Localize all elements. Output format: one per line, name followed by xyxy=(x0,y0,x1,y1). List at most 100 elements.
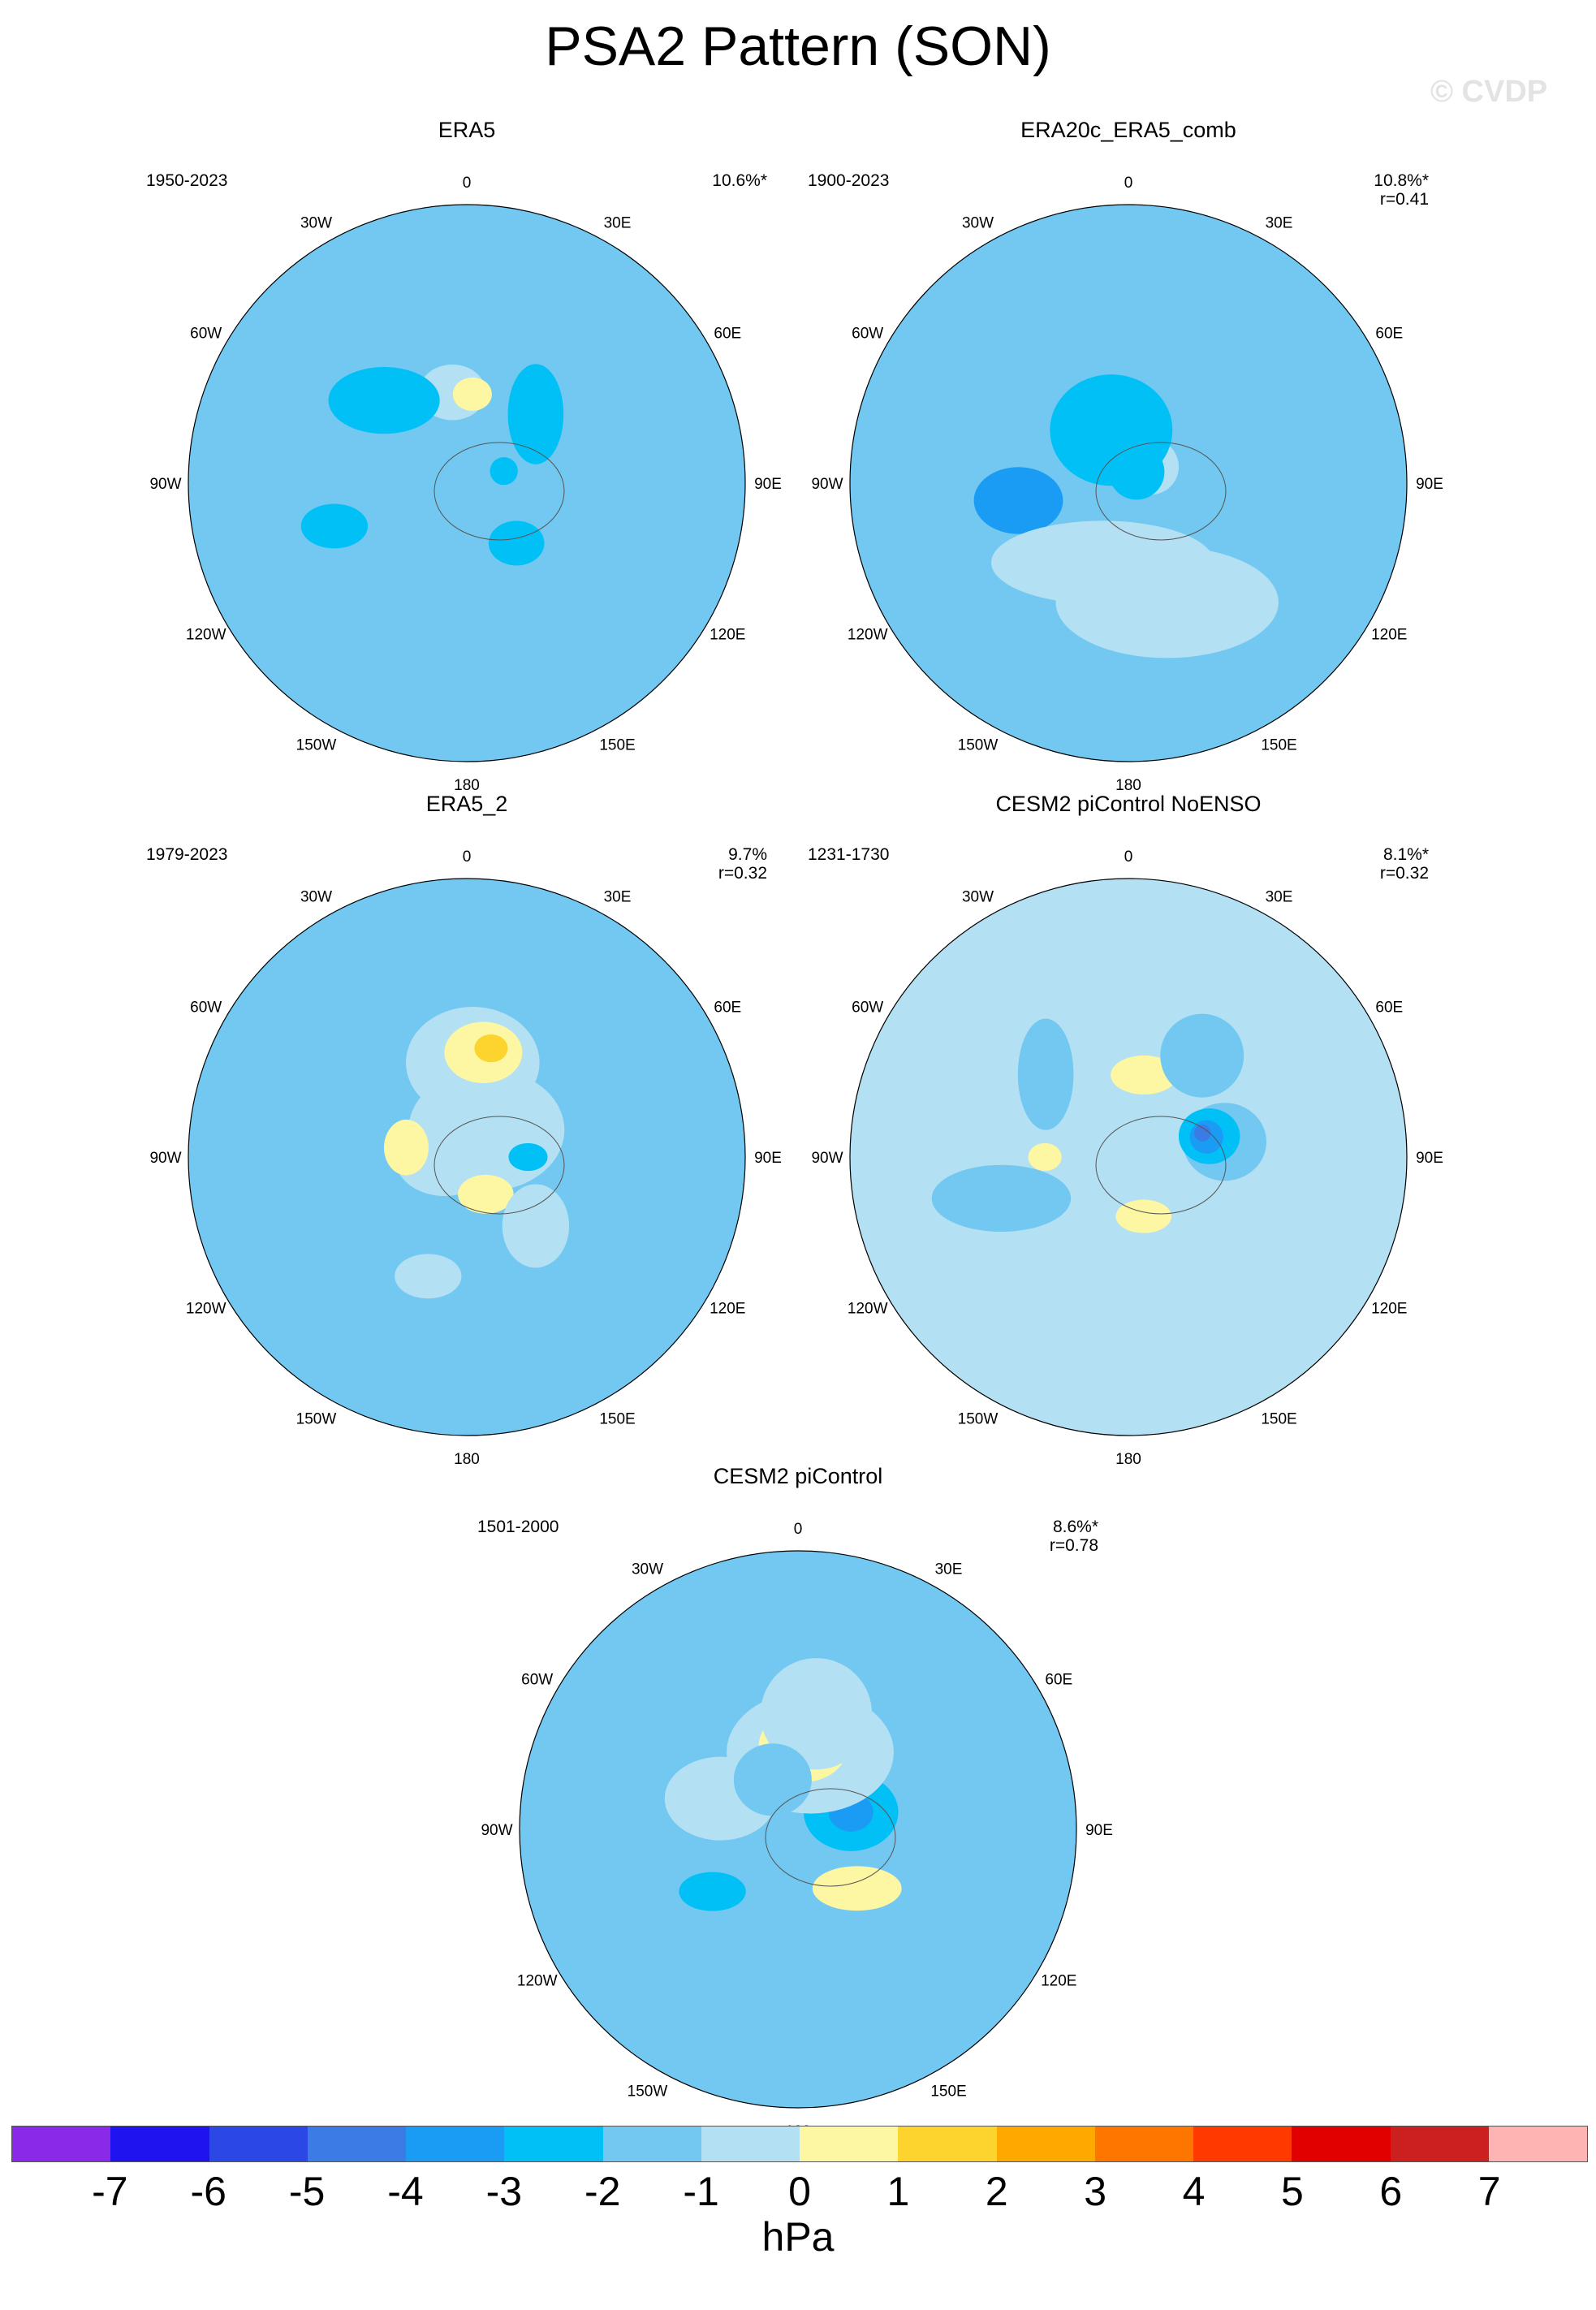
colorbar-tick-label: -5 xyxy=(288,2169,326,2214)
colorbar-ticks: -7 -6 -5 -4 -3 -2 -1 0 1 2 3 4 5 6 7 xyxy=(0,2168,1596,2217)
longitude-label: 60W xyxy=(190,1000,222,1017)
longitude-label: 120W xyxy=(848,1301,888,1318)
colorbar-segment xyxy=(996,2126,1095,2161)
colorbar-segment xyxy=(110,2126,209,2161)
field-background xyxy=(520,1551,1076,2108)
anomaly-contour xyxy=(760,1658,873,1770)
longitude-label: 180 xyxy=(1115,1451,1141,1468)
longitude-label: 90E xyxy=(754,476,782,493)
panel-title: ERA5 xyxy=(438,118,496,142)
anomaly-field xyxy=(188,205,745,762)
longitude-label: 150E xyxy=(599,736,635,753)
map-panel-cesm2-picontrol-noenso: CESM2 piControl NoENSO 1231-1730 8.1%* r… xyxy=(796,792,1461,1468)
panel-title: CESM2 piControl xyxy=(713,1464,883,1488)
colorbar-segment xyxy=(1193,2126,1292,2161)
field-background xyxy=(850,879,1407,1436)
longitude-label: 90E xyxy=(1416,476,1443,493)
colorbar-segment xyxy=(1292,2126,1391,2161)
panel-period: 1900-2023 xyxy=(808,171,890,190)
anomaly-contour xyxy=(1194,1125,1211,1142)
colorbar xyxy=(11,2126,1588,2162)
longitude-label: 30W xyxy=(632,1561,663,1578)
longitude-label: 150W xyxy=(958,736,999,753)
colorbar-segment xyxy=(406,2126,505,2161)
anomaly-contour xyxy=(508,1142,548,1172)
polar-map: 0 30E 60E 90E 120E 150E 180 150W 120W 90W 60W 30W xyxy=(149,848,782,1468)
longitude-label: 150W xyxy=(296,1410,337,1427)
colorbar-tick-label: -2 xyxy=(584,2169,621,2214)
anomaly-contour xyxy=(1115,1199,1172,1233)
longitude-label: 30E xyxy=(604,889,632,906)
longitude-label: 60E xyxy=(1375,1000,1403,1017)
longitude-label: 60W xyxy=(852,326,883,343)
map-boundary xyxy=(849,204,1408,762)
antarctica-coastline xyxy=(1095,1116,1227,1215)
colorbar-tick-label: 1 xyxy=(886,2169,910,2214)
longitude-label: 150E xyxy=(1261,736,1296,753)
panel-stat: 8.1%* r=0.32 xyxy=(1379,845,1429,883)
field-background xyxy=(188,205,745,762)
anomaly-contour xyxy=(812,1866,902,1911)
panel-stat: 10.6%* xyxy=(712,171,767,190)
map-panel-era20c-era5-comb: ERA20c_ERA5_comb 1900-2023 10.8%* r=0.41… xyxy=(796,118,1461,794)
anomaly-field xyxy=(850,205,1407,762)
panel-period: 1979-2023 xyxy=(146,845,228,864)
colorbar-segment xyxy=(307,2126,406,2161)
map-panel-era5: ERA5 1950-2023 10.6%* 0 30E 60E 90E 120E 150E… xyxy=(134,118,800,794)
anomaly-contour xyxy=(374,494,464,551)
colorbar-segment xyxy=(602,2126,701,2161)
colorbar-tick-label: -1 xyxy=(683,2169,719,2214)
longitude-label: 180 xyxy=(454,1451,480,1468)
anomaly-contour xyxy=(452,377,492,412)
anomaly-contour xyxy=(507,364,564,464)
page-title: PSA2 Pattern (SON) xyxy=(545,15,1051,77)
longitude-label: 30E xyxy=(1266,215,1293,232)
longitude-label: 90W xyxy=(149,476,181,493)
colorbar-segment xyxy=(898,2126,997,2161)
longitude-label: 90W xyxy=(811,1150,843,1167)
colorbar-tick-label: -7 xyxy=(92,2169,128,2214)
colorbar-tick-label: -4 xyxy=(387,2169,424,2214)
anomaly-contour xyxy=(1017,1018,1074,1130)
longitude-label: 30W xyxy=(962,889,994,906)
longitude-label: 90W xyxy=(811,476,843,493)
longitude-label: 120W xyxy=(848,627,888,644)
antarctica-coastline xyxy=(434,442,565,541)
longitude-label: 150E xyxy=(1261,1410,1296,1427)
longitude-label: 90E xyxy=(1085,1822,1113,1839)
colorbar-tick-label: 4 xyxy=(1182,2169,1206,2214)
anomaly-field xyxy=(188,879,745,1436)
longitude-label: 120E xyxy=(1041,1973,1076,1990)
longitude-label: 30E xyxy=(604,215,632,232)
longitude-label: 90E xyxy=(754,1150,782,1167)
panel-title: CESM2 piControl NoENSO xyxy=(995,792,1262,816)
longitude-label: 60E xyxy=(1045,1672,1072,1689)
colorbar-tick-label: -6 xyxy=(190,2169,226,2214)
longitude-label: 60W xyxy=(521,1672,553,1689)
antarctica-coastline xyxy=(434,1116,565,1215)
anomaly-contour xyxy=(300,503,369,549)
polar-map: 0 30E 60E 90E 120E 150E 180 150W 120W 90W 60W 30W xyxy=(811,848,1443,1468)
anomaly-contour xyxy=(1028,1142,1062,1172)
longitude-label: 60W xyxy=(852,1000,883,1017)
anomaly-contour xyxy=(384,1119,429,1176)
map-boundary xyxy=(188,204,746,762)
longitude-label: 150W xyxy=(628,2083,668,2100)
longitude-label: 0 xyxy=(1124,175,1133,192)
anomaly-contour xyxy=(490,457,518,486)
panel-stat: 9.7% r=0.32 xyxy=(718,845,767,883)
anomaly-contour xyxy=(991,520,1214,605)
longitude-label: 30W xyxy=(300,215,332,232)
colorbar-segment xyxy=(209,2126,308,2161)
colorbar-tick-label: 7 xyxy=(1477,2169,1501,2214)
anomaly-contour xyxy=(395,1254,462,1299)
panel-period: 1231-1730 xyxy=(808,845,890,864)
longitude-label: 180 xyxy=(454,777,480,794)
antarctica-coastline xyxy=(765,1788,896,1887)
longitude-label: 150W xyxy=(296,736,337,753)
anomaly-contour xyxy=(1108,443,1165,500)
longitude-label: 120E xyxy=(710,1301,745,1318)
longitude-label: 30E xyxy=(1266,889,1293,906)
longitude-label: 120W xyxy=(517,1973,558,1990)
longitude-label: 0 xyxy=(1124,848,1133,866)
